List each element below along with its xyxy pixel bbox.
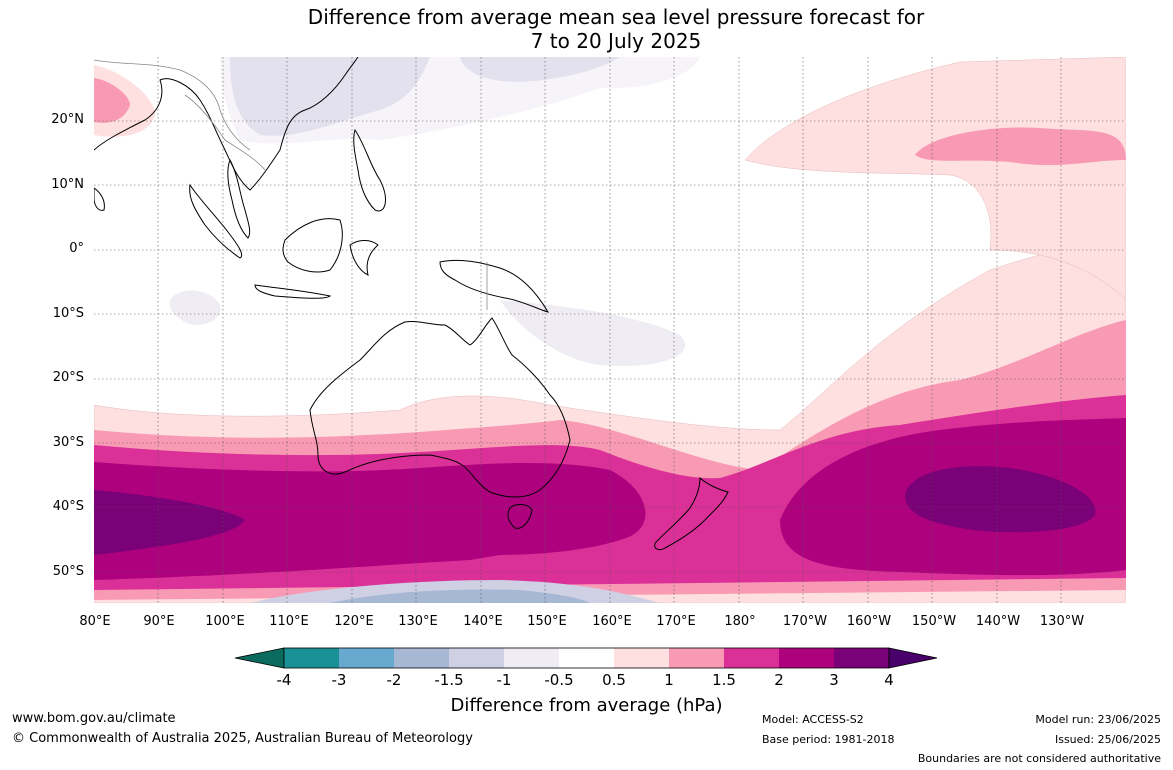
australia-coast <box>309 317 571 498</box>
lon-label: 170°E <box>656 614 696 629</box>
map-title-line2: 7 to 20 July 2025 <box>530 29 702 53</box>
country-borders <box>94 59 488 310</box>
lon-label: 130°W <box>1039 614 1085 629</box>
copyright-text: © Commonwealth of Australia 2025, Austra… <box>12 731 473 746</box>
colorbar-segment <box>339 648 394 668</box>
colorbar-segment <box>449 648 504 668</box>
issued-date: Issued: 25/06/2025 <box>1054 733 1161 746</box>
lat-label: 0° <box>69 241 84 256</box>
new-zealand-coast <box>654 476 729 551</box>
lon-label: 150°W <box>911 614 957 629</box>
lat-label: 10°N <box>51 177 84 192</box>
colorbar-tick: -2 <box>386 671 402 689</box>
colorbar-segment <box>834 648 889 668</box>
malay-peninsula-coast <box>227 158 251 239</box>
colorbar-tick: 1.5 <box>712 671 736 689</box>
sulawesi-coast <box>349 240 379 276</box>
colorbar-segment <box>284 648 339 668</box>
model-run-date: Model run: 23/06/2025 <box>1035 713 1161 726</box>
java-coast <box>254 284 332 299</box>
tasmania-coast <box>507 504 533 529</box>
lon-label: 80°E <box>79 614 111 629</box>
colorbar-segment <box>559 648 614 668</box>
lat-label: 30°S <box>52 435 84 450</box>
band-neg-south-core <box>330 589 590 603</box>
colorbar-segment <box>394 648 449 668</box>
model-name: Model: ACCESS-S2 <box>762 713 864 726</box>
colorbar-tick: -0.5 <box>544 671 574 689</box>
band-neg-light <box>220 57 700 144</box>
philippines-coast <box>353 128 386 212</box>
coastlines <box>94 57 729 551</box>
lon-label: 150°E <box>527 614 567 629</box>
lon-label: 180° <box>724 614 756 629</box>
lon-label: 120°E <box>334 614 374 629</box>
colorbar-tick: -3 <box>331 671 347 689</box>
band-pos-india-core <box>94 78 130 123</box>
colorbar-tick: 3 <box>829 671 839 689</box>
lon-label: 90°E <box>143 614 175 629</box>
band-neg-indian <box>169 290 221 325</box>
borneo-coast <box>282 218 343 273</box>
colorbar-segment <box>669 648 724 668</box>
colorbar-tick: 4 <box>884 671 894 689</box>
boundaries-disclaimer: Boundaries are not considered authoritat… <box>917 752 1161 765</box>
colorbar-tick: -4 <box>276 671 292 689</box>
colorbar-tick: -1 <box>496 671 512 689</box>
colorbar-tick: -1.5 <box>434 671 464 689</box>
lat-label: 10°S <box>52 306 84 321</box>
colorbar-tick: 1 <box>664 671 674 689</box>
colorbar-min-arrow <box>234 647 285 669</box>
graticule <box>94 57 1126 603</box>
lat-label: 20°N <box>51 112 84 127</box>
lon-label: 110°E <box>269 614 309 629</box>
colorbar-segment <box>504 648 559 668</box>
lon-label: 140°W <box>975 614 1021 629</box>
sumatra-coast <box>189 183 243 259</box>
new-guinea-coast <box>439 259 550 313</box>
lon-label: 140°E <box>463 614 503 629</box>
band-2-3 <box>94 462 646 580</box>
colorbar <box>234 647 938 669</box>
sri-lanka-coast <box>94 187 105 211</box>
colorbar-title: Difference from average (hPa) <box>450 695 723 716</box>
lat-label: 20°S <box>52 370 84 385</box>
lon-label: 160°E <box>592 614 632 629</box>
colorbar-tick: 2 <box>774 671 784 689</box>
band-neg-coral-sea <box>500 300 686 366</box>
lon-label: 160°W <box>846 614 892 629</box>
lat-label: 50°S <box>52 564 84 579</box>
map-title-line1: Difference from average mean sea level p… <box>307 5 925 29</box>
colorbar-segment <box>724 648 779 668</box>
band-pos-npac <box>744 57 1126 301</box>
colorbar-segment <box>779 648 834 668</box>
lon-label: 170°W <box>782 614 828 629</box>
band-3-4-east <box>905 466 1096 533</box>
lon-label: 130°E <box>398 614 438 629</box>
website-link[interactable]: www.bom.gov.au/climate <box>12 711 176 726</box>
colorbar-segment <box>614 648 669 668</box>
anomaly-fields <box>94 57 1126 603</box>
asia-mainland-coast <box>94 57 359 191</box>
lat-label: 40°S <box>52 499 84 514</box>
colorbar-tick: 0.5 <box>602 671 626 689</box>
band-pos-npac-core <box>915 127 1126 166</box>
base-period: Base period: 1981-2018 <box>762 733 895 746</box>
lon-label: 100°E <box>205 614 245 629</box>
colorbar-max-arrow <box>888 647 938 669</box>
band-3-4-west <box>94 490 245 555</box>
